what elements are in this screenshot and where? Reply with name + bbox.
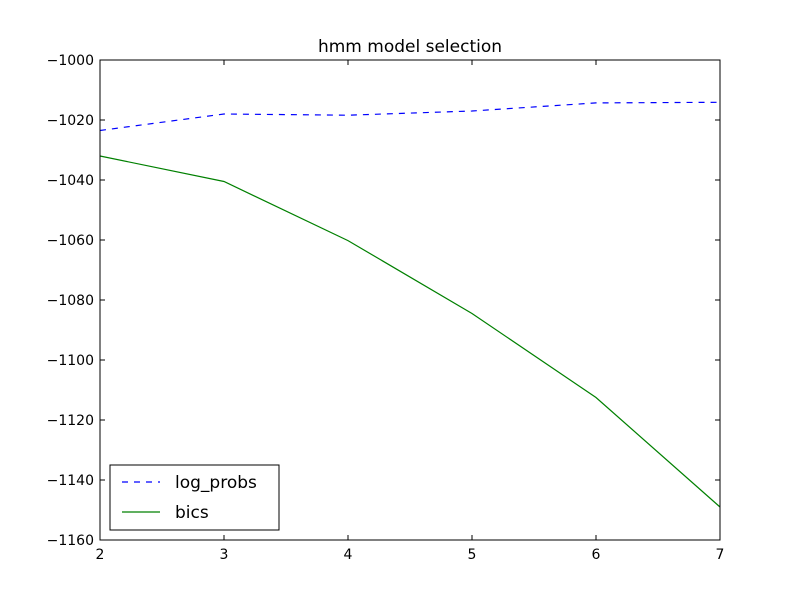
x-tick-label: 6	[592, 547, 601, 563]
series-line-bics	[99, 155, 721, 508]
y-tick-label: −1100	[47, 353, 94, 369]
y-tick-label: −1160	[47, 533, 94, 549]
x-tick-label: 4	[344, 547, 353, 563]
y-tick-label: −1060	[47, 233, 94, 249]
legend-label-log-probs: log_probs	[175, 473, 257, 493]
plot-area: 2 3 4 5 6 7 −1000 −1020 −1040 −1060 −1080 −1100 −112…	[47, 53, 725, 563]
series-line-log-probs	[99, 101, 721, 132]
legend-box	[109, 464, 280, 531]
y-tick-label: −1040	[47, 173, 94, 189]
chart-title: hmm model selection	[318, 37, 502, 57]
legend-label-bics: bics	[175, 503, 209, 523]
y-tick-label: −1140	[47, 473, 94, 489]
x-tick-label: 3	[220, 547, 229, 563]
y-tick-label: −1080	[47, 293, 94, 309]
y-tick-label: −1000	[47, 53, 94, 69]
x-tick-label: 5	[468, 547, 477, 563]
x-tick-label: 7	[716, 547, 725, 563]
y-tick-label: −1120	[47, 413, 94, 429]
x-tick-label: 2	[96, 547, 105, 563]
y-tick-label: −1020	[47, 113, 94, 129]
